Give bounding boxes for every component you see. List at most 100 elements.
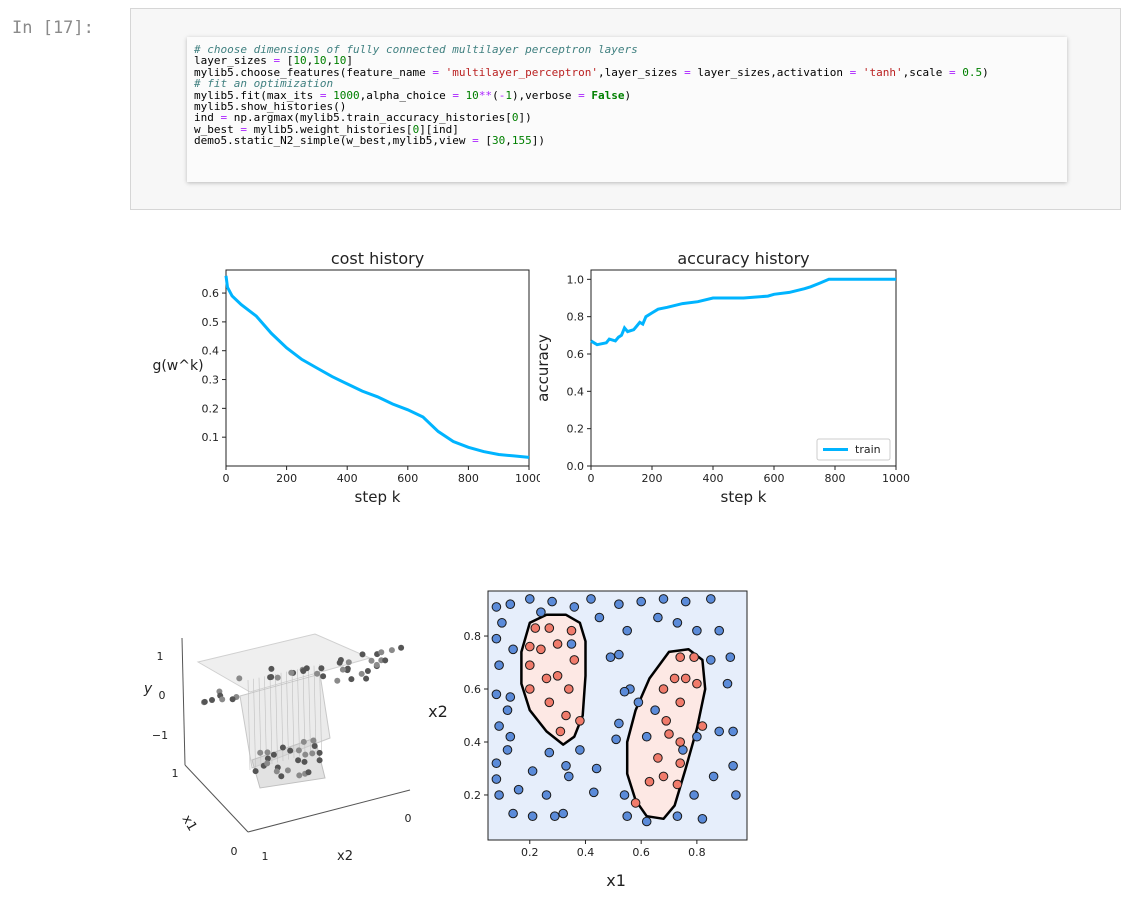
code-token: mylib5.fit(max_its [194, 88, 320, 102]
class-blue-point [527, 766, 538, 776]
surface-gridline [247, 679, 251, 771]
data-point [209, 697, 215, 703]
class-blue-point [653, 612, 663, 623]
code-token: 'tanh' [862, 65, 903, 79]
class-blue-point [541, 790, 552, 800]
class-blue-point [672, 811, 683, 821]
y-tick-label: 0.4 [202, 345, 220, 358]
data-point [318, 665, 325, 672]
class-blue-point [569, 602, 580, 612]
code-token: mylib5.weight_histories[ [246, 122, 413, 136]
y-tick-label: 0.6 [464, 683, 482, 696]
y-tick-label: 0.4 [464, 736, 482, 749]
class-blue-point [513, 784, 524, 795]
code-token: = [452, 88, 459, 102]
code-cell[interactable]: # choose dimensions of fully connected m… [130, 8, 1121, 210]
data-point [273, 768, 280, 775]
y-tick-label: 0.2 [202, 402, 220, 415]
x2-tick-label: 0 [405, 812, 412, 825]
code-token: # fit an optimization [194, 77, 334, 91]
class-blue-point [633, 697, 644, 708]
surface-gridline [253, 678, 256, 769]
class-blue-point [547, 596, 557, 607]
series-line [590, 277, 896, 347]
class-blue-point [680, 596, 691, 607]
class-blue-point [658, 594, 669, 604]
x2-tick-label: 1 [262, 850, 269, 863]
code-token: 30 [492, 134, 506, 148]
code-token: 1000 [333, 88, 360, 102]
class-blue-point [494, 790, 504, 800]
code-line: demo5.static_N2_simple(w_best,mylib5,vie… [194, 135, 1067, 146]
x-tick-label: 800 [458, 472, 479, 485]
class-blue-point [650, 705, 660, 715]
code-token [856, 66, 863, 79]
surface-gridline [286, 671, 289, 760]
data-point [252, 768, 259, 775]
data-point [348, 676, 355, 683]
legend-box [816, 438, 891, 461]
data-point [236, 675, 243, 682]
code-editor[interactable]: # choose dimensions of fully connected m… [187, 37, 1067, 182]
data-point [345, 659, 352, 666]
x-tick-label: 0 [223, 472, 230, 485]
class-red-point [552, 639, 563, 649]
surface-gridline [297, 669, 300, 757]
data-point [267, 674, 274, 681]
class-blue-point [575, 745, 585, 755]
class-red-point [541, 673, 552, 684]
class-red-point [544, 623, 555, 633]
code-token: = [472, 134, 479, 148]
code-token: ind [194, 111, 221, 125]
class-red-point [525, 660, 535, 670]
upper-plane [196, 633, 372, 693]
data-point [295, 747, 302, 754]
3d-surface-plot: 1 0 −1 y 1 0 x1 1 0 x2 [143, 633, 412, 864]
code-token: [ [478, 134, 493, 148]
data-point [358, 670, 365, 677]
data-point [278, 773, 285, 780]
code-token: ,layer_sizes [598, 65, 685, 79]
class-red-point [525, 641, 535, 652]
code-line: # fit an optimization [194, 78, 1067, 89]
code-token: , [306, 54, 314, 68]
class-blue-point [706, 594, 716, 604]
code-token: - [498, 88, 506, 102]
class-red-point [544, 697, 555, 708]
plot-frame [225, 269, 530, 467]
code-line: # choose dimensions of fully connected m… [194, 44, 1067, 55]
code-token: ),verbose [511, 88, 579, 102]
cell-prompt: In [17]: [12, 18, 94, 38]
z-tick-label: 1 [157, 650, 164, 663]
data-point [284, 767, 291, 774]
data-point [310, 737, 317, 744]
z-tick-label: 0 [159, 689, 166, 702]
z-axis-label: y [143, 681, 153, 697]
data-point [309, 750, 316, 757]
class-blue-point [611, 734, 621, 745]
code-token: w_best [194, 122, 241, 136]
code-token: = [849, 65, 857, 79]
x-tick-label: 600 [397, 472, 418, 485]
class-red-point [644, 776, 655, 787]
class-red-point [658, 771, 669, 782]
legend-label: train [855, 443, 881, 456]
class-blue-point [544, 747, 555, 758]
class-blue-point [550, 811, 560, 821]
data-point [382, 657, 389, 664]
data-point [359, 651, 366, 658]
class-red-point [675, 737, 686, 747]
code-token: 0 [412, 122, 420, 136]
x-tick-label: 0.4 [577, 846, 595, 859]
x1-tick-label: 0 [231, 845, 238, 858]
surface-gridline [275, 673, 278, 763]
x-tick-label: 0.6 [632, 846, 650, 859]
class-red-point [575, 716, 585, 726]
class-blue-point [494, 721, 504, 731]
code-token: = [432, 65, 440, 79]
class-red-point [689, 652, 699, 662]
class-red-point [530, 623, 541, 633]
cost-history-chart: cost history 0 200 400 600 800 1000 0.1 0.2 0.3 0.… [152, 249, 540, 506]
class-blue-point [594, 612, 605, 623]
class-red-point [552, 671, 563, 681]
